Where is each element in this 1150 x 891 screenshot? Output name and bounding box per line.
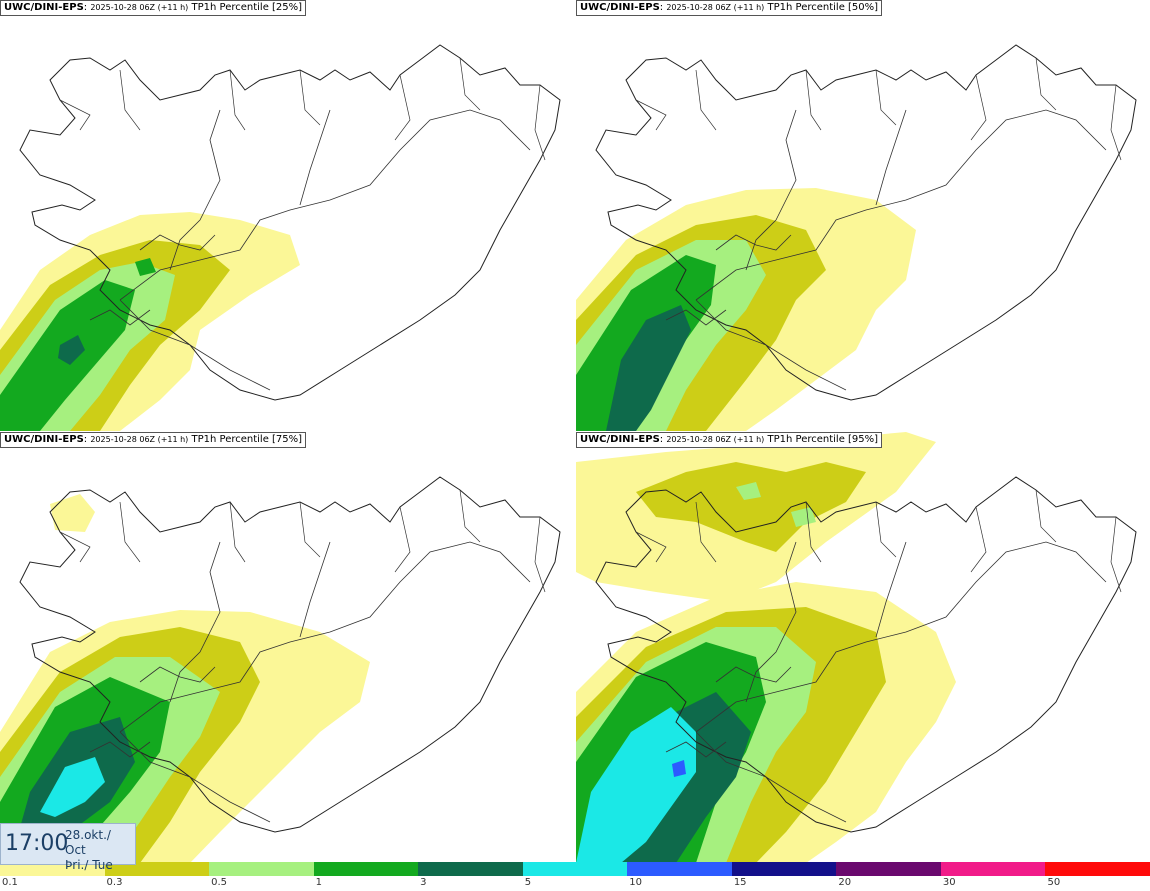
legend-tick-label: 50 — [1047, 877, 1061, 888]
legend-swatch — [627, 862, 732, 876]
map-panel-p95: UWC/DINI-EPS: 2025-10-28 06Z (+11 h) TP1… — [576, 432, 1150, 863]
panel-title: UWC/DINI-EPS: 2025-10-28 06Z (+11 h) TP1… — [576, 0, 883, 16]
legend-swatch — [1045, 862, 1150, 876]
map-panel-p50: UWC/DINI-EPS: 2025-10-28 06Z (+11 h) TP1… — [576, 0, 1150, 431]
legend-swatch — [940, 862, 1046, 876]
valid-time: 17:00 — [5, 831, 69, 856]
legend-tick-label: 0.5 — [211, 877, 227, 888]
legend-swatch — [836, 862, 941, 876]
legend-tick-label: 5 — [524, 877, 532, 888]
panel-title: UWC/DINI-EPS: 2025-10-28 06Z (+11 h) TP1… — [576, 432, 883, 448]
legend-tick-label: 0.1 — [2, 877, 18, 888]
legend-tick-label: 1 — [315, 877, 322, 888]
panel-title: UWC/DINI-EPS: 2025-10-28 06Z (+11 h) TP1… — [0, 0, 307, 16]
legend-tick-label: 20 — [838, 877, 852, 888]
map-panel-p75: UWC/DINI-EPS: 2025-10-28 06Z (+11 h) TP1… — [0, 432, 575, 863]
precipitation-map — [0, 476, 561, 863]
precipitation-colorbar — [0, 862, 1150, 876]
legend-tick-label: 15 — [733, 877, 747, 888]
legend-tick-label: 0.3 — [106, 877, 123, 888]
panel-title: UWC/DINI-EPS: 2025-10-28 06Z (+11 h) TP1… — [0, 432, 307, 448]
legend-swatch — [522, 862, 628, 876]
legend-swatch — [104, 862, 210, 876]
legend-swatch — [731, 862, 837, 876]
legend-tick-label: 30 — [942, 877, 956, 888]
legend-swatch — [209, 862, 314, 876]
valid-time-box: 17:00 28.okt./ Oct Þri./ Tue — [0, 823, 136, 872]
legend-swatch — [0, 862, 105, 876]
legend-tick-label: 3 — [420, 877, 427, 888]
precipitation-map — [0, 44, 561, 431]
valid-date: 28.okt./ Oct Þri./ Tue — [65, 828, 113, 872]
legend-swatch — [313, 862, 419, 876]
precipitation-map — [576, 432, 1137, 863]
legend-tick-label: 10 — [629, 877, 642, 888]
map-panel-p25: UWC/DINI-EPS: 2025-10-28 06Z (+11 h) TP1… — [0, 0, 575, 431]
legend-swatch — [418, 862, 523, 876]
colorbar-ticks: 0.1 0.3 0.5 1 3 5 10 15 20 30 50 — [0, 876, 1150, 891]
precipitation-map — [576, 44, 1137, 431]
